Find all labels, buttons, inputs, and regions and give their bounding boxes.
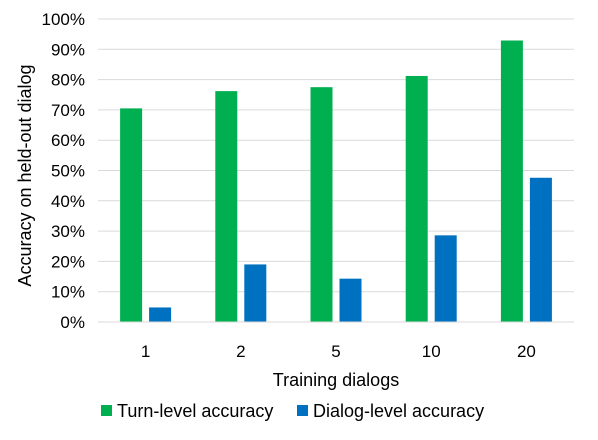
gridlines	[98, 18, 574, 293]
y-tick-label: 80%	[51, 71, 85, 90]
dialog-level-bar	[339, 278, 362, 322]
turn-level-bar	[120, 108, 143, 322]
dialog-level-bar	[244, 264, 267, 322]
turn-level-bar	[310, 87, 333, 322]
y-tick-label: 0%	[60, 313, 85, 332]
x-tick-label: 20	[517, 342, 536, 361]
y-axis-ticks: 0% 10% 20% 30% 40% 50% 60% 70% 80% 90% 100%	[42, 10, 85, 332]
y-tick-label: 60%	[51, 131, 85, 150]
x-tick-label: 5	[331, 342, 340, 361]
legend-swatch	[101, 405, 112, 416]
x-axis-ticks: 1 2 5 10 20	[141, 342, 536, 361]
y-tick-label: 20%	[51, 252, 85, 271]
y-tick-label: 100%	[42, 10, 85, 29]
x-axis-title: Training dialogs	[273, 370, 399, 390]
legend-swatch	[297, 405, 308, 416]
legend-label: Turn-level accuracy	[117, 401, 273, 421]
y-tick-label: 30%	[51, 222, 85, 241]
legend: Turn-level accuracy Dialog-level accuracy	[101, 401, 484, 421]
y-tick-label: 50%	[51, 162, 85, 181]
dialog-level-bar	[529, 177, 552, 322]
y-tick-label: 10%	[51, 283, 85, 302]
dialog-level-bar	[149, 307, 172, 322]
turn-level-bar	[215, 91, 238, 322]
turn-level-bar	[405, 75, 428, 323]
bars	[120, 40, 552, 323]
x-tick-label: 10	[422, 342, 441, 361]
x-tick-label: 2	[236, 342, 245, 361]
dialog-level-bar	[434, 235, 457, 322]
y-tick-label: 70%	[51, 101, 85, 120]
y-tick-label: 40%	[51, 192, 85, 211]
turn-level-bar	[500, 40, 523, 322]
legend-label: Dialog-level accuracy	[313, 401, 484, 421]
x-tick-label: 1	[141, 342, 150, 361]
y-tick-label: 90%	[51, 40, 85, 59]
y-axis-title: Accuracy on held-out dialog	[15, 64, 35, 286]
